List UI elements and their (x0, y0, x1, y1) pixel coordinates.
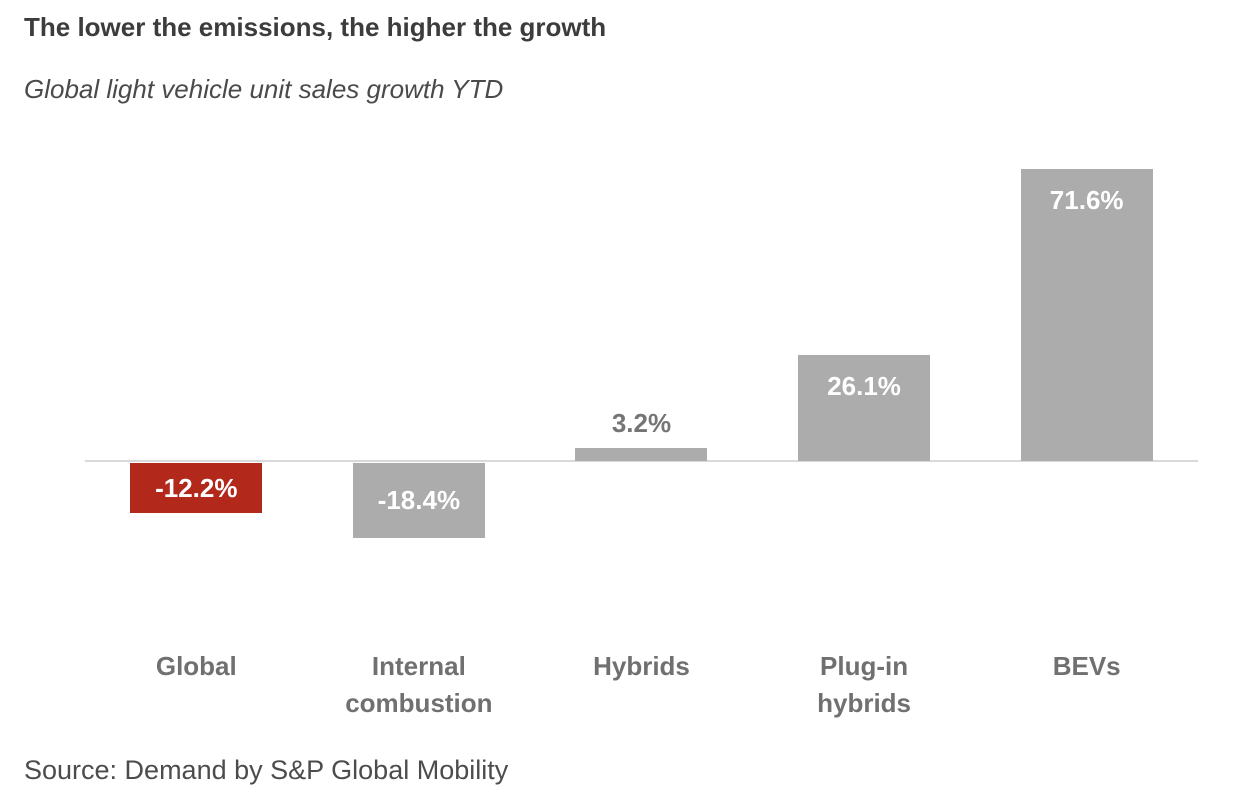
chart-title: The lower the emissions, the higher the … (24, 12, 607, 42)
bar-column-internal-combustion: -18.4% Internal combustion (308, 130, 531, 730)
bar-hybrids (575, 448, 708, 461)
value-label-global: -12.2% (155, 472, 238, 503)
bar-plug-in-hybrids: 26.1% (798, 355, 931, 461)
bar-column-bevs: 71.6% BEVs (975, 130, 1198, 730)
source-note: Source: Demand by S&P Global Mobility (24, 755, 509, 785)
value-label-plug-in-hybrids: 26.1% (827, 371, 901, 401)
value-label-bevs: 71.6% (1049, 185, 1124, 215)
bar-bevs: 71.6% (1020, 169, 1153, 461)
bar-internal-combustion: -18.4% (352, 463, 485, 538)
category-label-bevs: BEVs (1052, 651, 1121, 681)
category-label-internal-combustion: Internal combustion (345, 651, 493, 718)
zero-axis-line (85, 460, 1198, 462)
category-label-hybrids: Hybrids (593, 651, 690, 681)
value-label-internal-combustion: -18.4% (377, 485, 461, 515)
bar-columns: -12.2% Global -18.4% Internal combustion 3.2… (85, 130, 1198, 730)
bar-column-global: -12.2% Global (85, 130, 308, 730)
chart-subtitle: Global light vehicle unit sales growth Y… (24, 74, 504, 104)
bar-chart: -12.2% Global -18.4% Internal combustion 3.2… (85, 130, 1198, 730)
bar-column-hybrids: 3.2% Hybrids (530, 130, 753, 730)
value-label-hybrids: 3.2% (611, 408, 672, 438)
bar-global: -12.2% (130, 463, 263, 513)
category-label-plug-in-hybrids: Plug-in hybrids (817, 651, 912, 718)
bar-column-plug-in-hybrids: 26.1% Plug-in hybrids (753, 130, 976, 730)
category-label-global: Global (155, 651, 237, 681)
